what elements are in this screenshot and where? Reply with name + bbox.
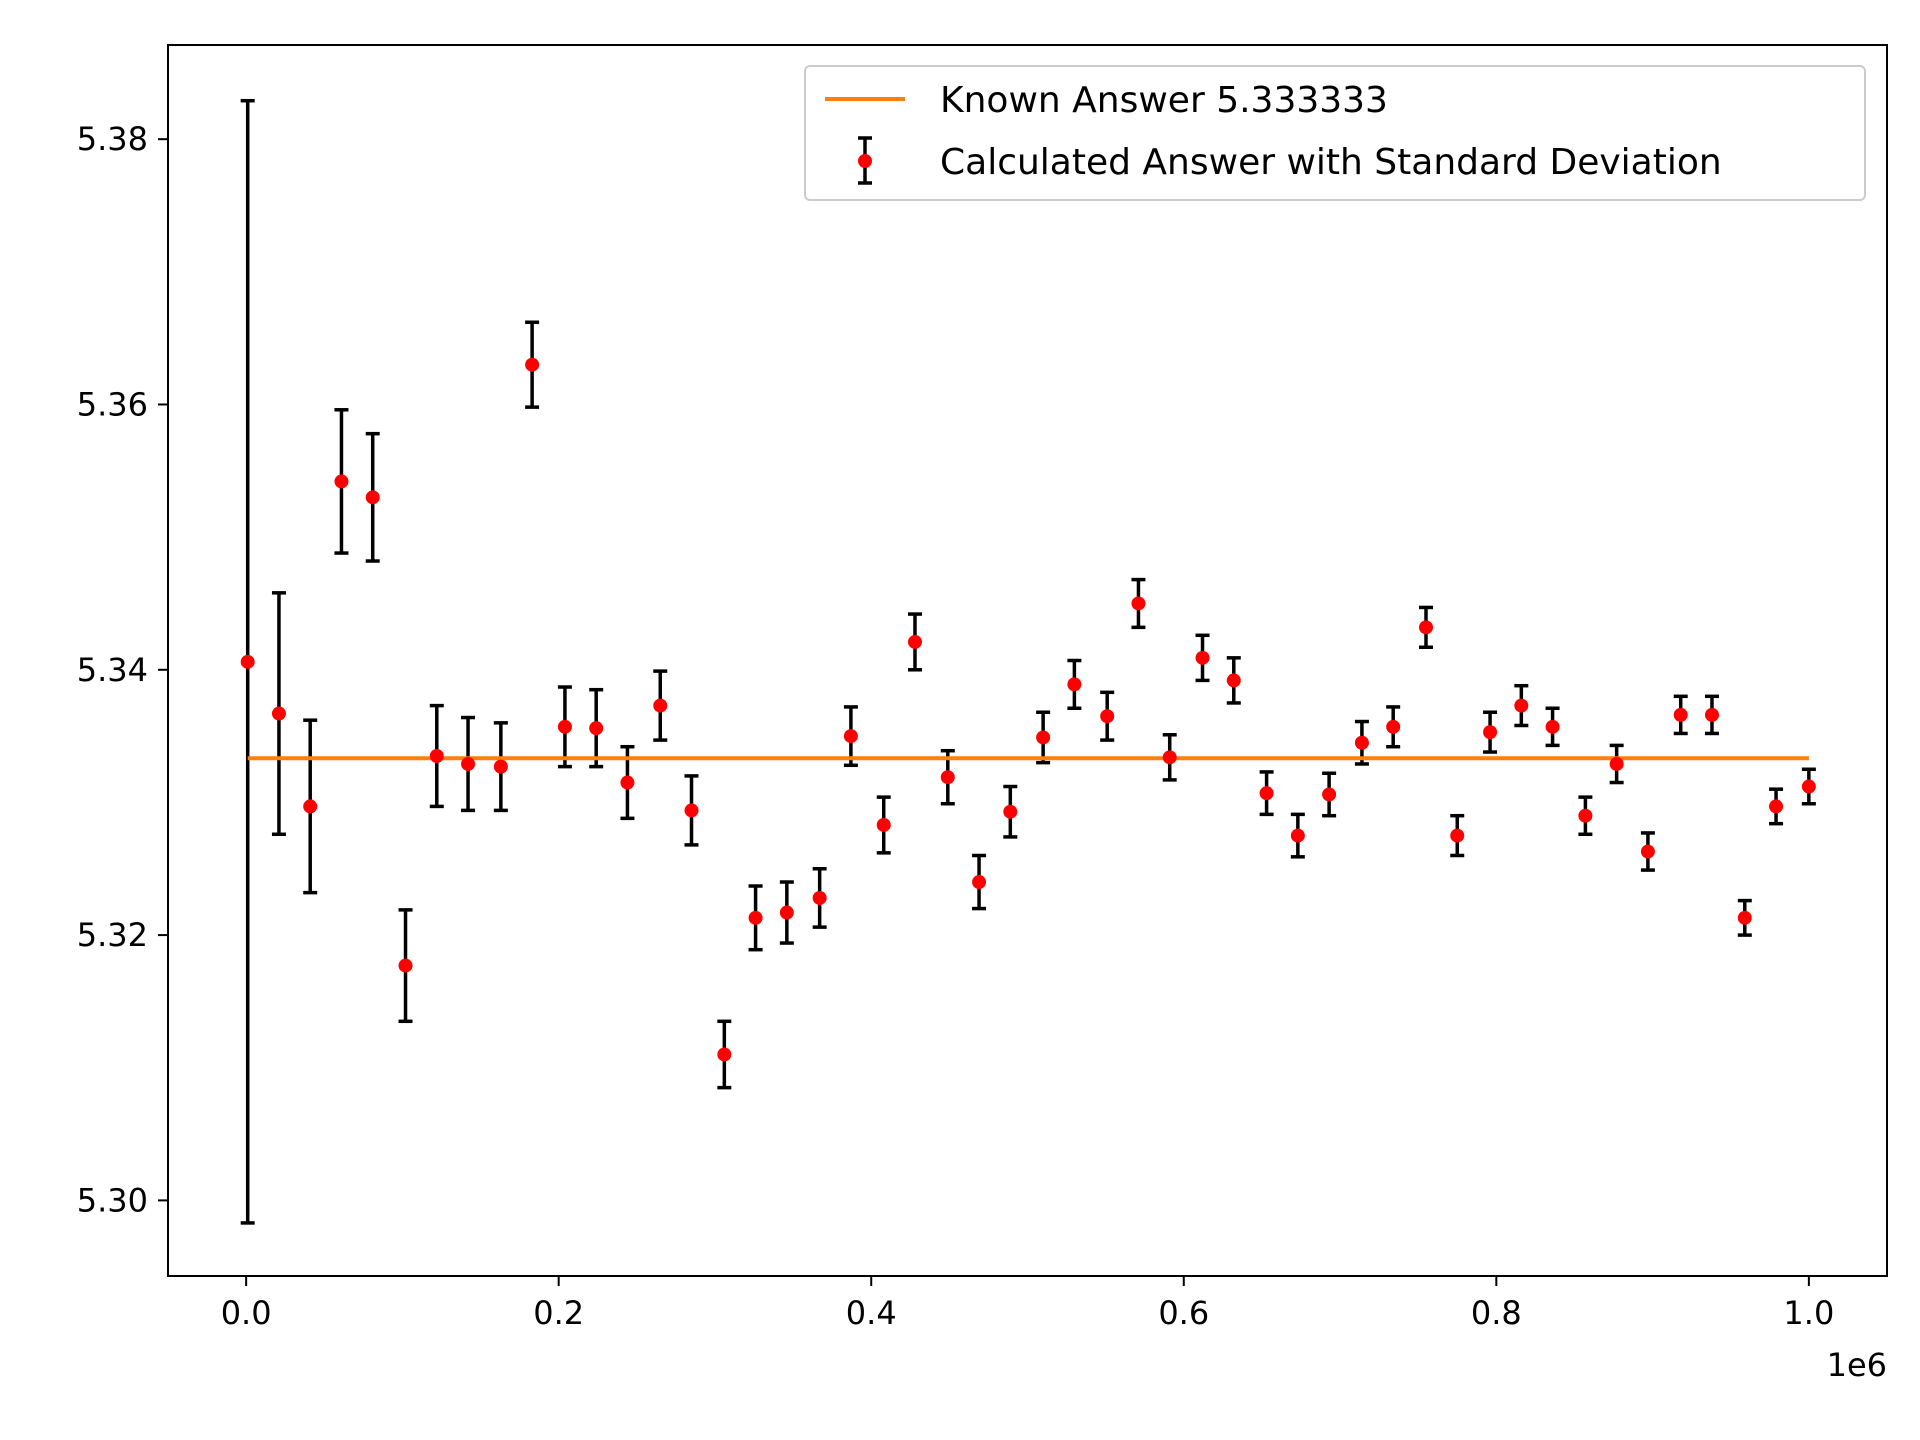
y-tick-label: 5.38 bbox=[77, 120, 148, 158]
data-point bbox=[653, 698, 668, 713]
legend-label-calculated-answer: Calculated Answer with Standard Deviatio… bbox=[940, 142, 1722, 183]
data-point bbox=[1354, 735, 1369, 750]
data-point bbox=[1737, 910, 1752, 925]
x-tick-label: 0.0 bbox=[221, 1294, 272, 1332]
data-point bbox=[303, 799, 318, 814]
data-point bbox=[1609, 756, 1624, 771]
y-axis: 5.30 5.32 5.34 5.36 5.38 bbox=[77, 120, 168, 1219]
data-point bbox=[1514, 698, 1529, 713]
data-point bbox=[525, 357, 540, 372]
data-point bbox=[940, 770, 955, 785]
data-point bbox=[1322, 787, 1337, 802]
data-point bbox=[493, 759, 508, 774]
data-point bbox=[748, 910, 763, 925]
data-point bbox=[779, 905, 794, 920]
data-point bbox=[1578, 808, 1593, 823]
x-tick-label: 0.4 bbox=[846, 1294, 897, 1332]
axes-frame bbox=[167, 44, 1888, 1277]
data-point bbox=[1290, 828, 1305, 843]
data-point bbox=[461, 756, 476, 771]
data-point bbox=[1769, 799, 1784, 814]
data-point bbox=[1801, 779, 1816, 794]
data-point bbox=[1162, 750, 1177, 765]
legend-point-swatch bbox=[858, 154, 872, 168]
data-point bbox=[429, 749, 444, 764]
data-point bbox=[1131, 596, 1146, 611]
data-layer bbox=[240, 98, 1816, 1225]
data-point bbox=[1704, 707, 1719, 722]
data-point bbox=[398, 958, 413, 973]
data-point bbox=[589, 721, 604, 736]
legend: Known Answer 5.333333 Calculated Answer w… bbox=[804, 65, 1866, 201]
x-axis: 0.0 0.2 0.4 0.6 0.8 1.0 bbox=[221, 1276, 1834, 1332]
data-point bbox=[1545, 719, 1560, 734]
data-point bbox=[1418, 620, 1433, 635]
data-point bbox=[1036, 730, 1051, 745]
data-point bbox=[1226, 673, 1241, 688]
data-point bbox=[1483, 725, 1498, 740]
data-point bbox=[907, 634, 922, 649]
data-point bbox=[1259, 786, 1274, 801]
data-point bbox=[1003, 804, 1018, 819]
data-point bbox=[972, 875, 987, 890]
data-point bbox=[843, 729, 858, 744]
data-point bbox=[812, 890, 827, 905]
data-point bbox=[684, 803, 699, 818]
data-point bbox=[620, 775, 635, 790]
data-point bbox=[1195, 650, 1210, 665]
y-tick-label: 5.36 bbox=[77, 385, 148, 423]
y-tick-label: 5.32 bbox=[77, 916, 148, 954]
data-point bbox=[1386, 719, 1401, 734]
data-point bbox=[240, 654, 255, 669]
data-point bbox=[1067, 677, 1082, 692]
data-point bbox=[334, 474, 349, 489]
data-point bbox=[876, 817, 891, 832]
data-point bbox=[1640, 844, 1655, 859]
x-tick-label: 0.2 bbox=[533, 1294, 584, 1332]
data-point bbox=[1673, 707, 1688, 722]
data-point bbox=[365, 490, 380, 505]
legend-label-known-answer: Known Answer 5.333333 bbox=[940, 80, 1388, 121]
data-point bbox=[717, 1047, 732, 1062]
x-axis-offset-label: 1e6 bbox=[1827, 1346, 1887, 1384]
x-tick-label: 0.6 bbox=[1158, 1294, 1209, 1332]
data-point bbox=[1450, 828, 1465, 843]
legend-box bbox=[804, 65, 1866, 201]
data-point bbox=[557, 719, 572, 734]
data-point bbox=[1100, 709, 1115, 724]
y-tick-label: 5.30 bbox=[77, 1181, 148, 1219]
y-tick-label: 5.34 bbox=[77, 651, 148, 689]
data-point bbox=[271, 706, 286, 721]
x-tick-label: 1.0 bbox=[1783, 1294, 1834, 1332]
x-tick-label: 0.8 bbox=[1471, 1294, 1522, 1332]
